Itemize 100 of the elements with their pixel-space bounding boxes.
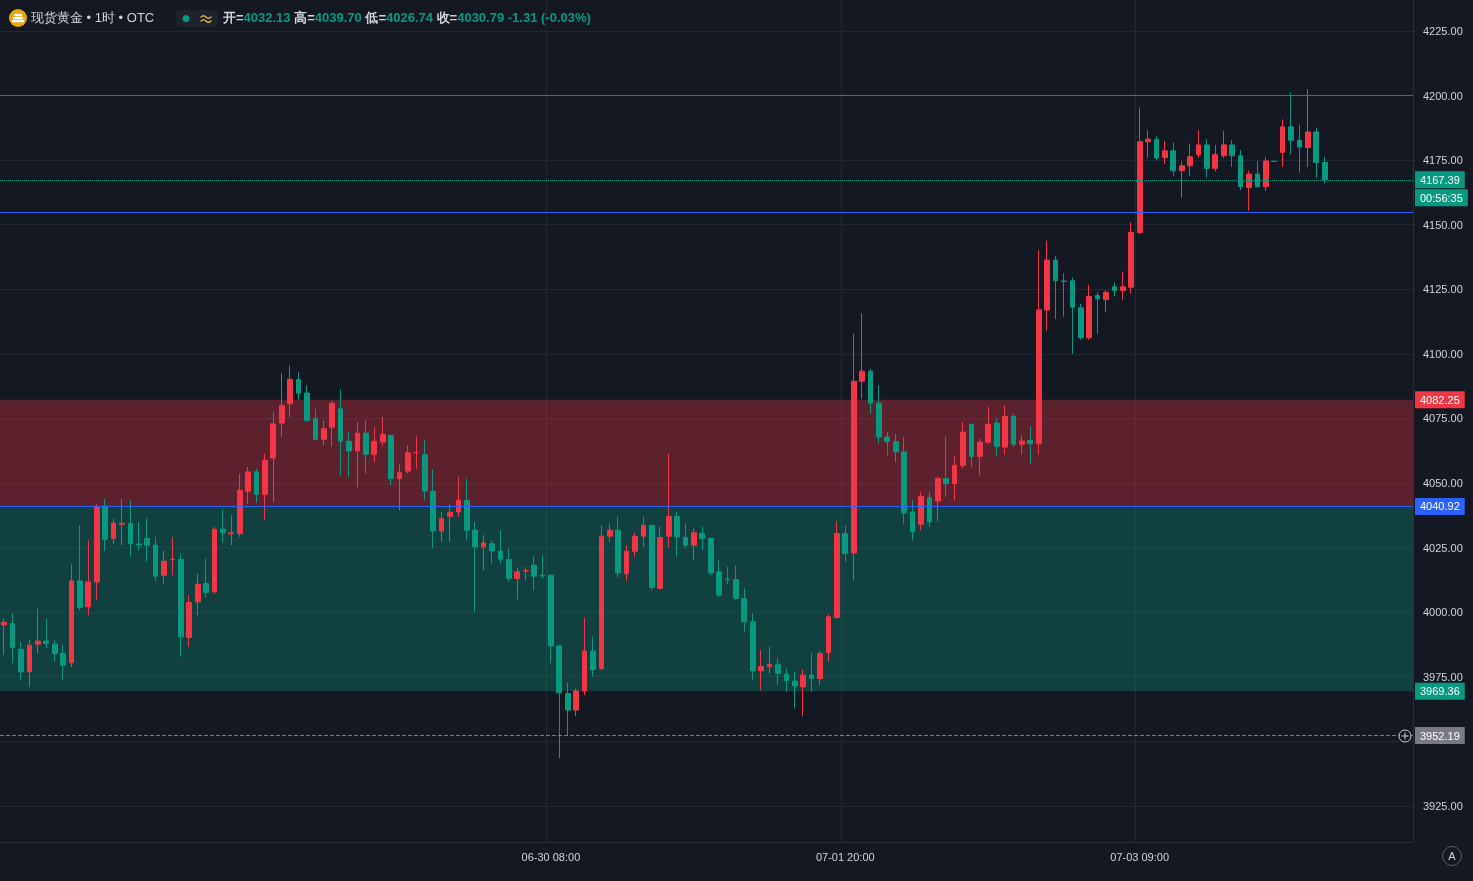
candlestick bbox=[161, 549, 167, 584]
candlestick bbox=[1078, 303, 1084, 341]
ref-line-label: 4040.92 bbox=[1420, 500, 1460, 513]
y-tick-label: 4150.00 bbox=[1423, 218, 1463, 231]
candlestick bbox=[212, 526, 217, 595]
candlestick bbox=[321, 419, 327, 446]
y-tick-label: 3975.00 bbox=[1423, 670, 1463, 683]
candlestick bbox=[1128, 221, 1134, 295]
candlestick bbox=[1221, 130, 1227, 159]
candlestick bbox=[464, 478, 470, 541]
candlestick bbox=[674, 511, 680, 558]
band-label: 3969.36 bbox=[1420, 685, 1460, 698]
candlestick bbox=[1070, 276, 1075, 355]
candlestick bbox=[842, 524, 848, 563]
candlestick bbox=[102, 498, 108, 552]
candlestick bbox=[338, 389, 343, 476]
candlestick bbox=[94, 503, 100, 601]
candlestick bbox=[800, 668, 806, 717]
candlestick bbox=[1204, 138, 1210, 178]
candlestick bbox=[1112, 281, 1117, 298]
candlestick bbox=[784, 667, 789, 693]
candlestick bbox=[952, 454, 957, 501]
candlestick bbox=[228, 514, 234, 546]
candlestick bbox=[624, 544, 629, 582]
candlestick bbox=[245, 466, 251, 505]
band-label: 4082.25 bbox=[1420, 393, 1460, 406]
candlestick bbox=[119, 498, 125, 546]
candlestick bbox=[170, 536, 175, 576]
candlestick bbox=[1288, 91, 1294, 155]
candlestick bbox=[548, 573, 554, 664]
candlestick bbox=[1019, 434, 1025, 455]
candlestick bbox=[716, 558, 722, 598]
candlestick bbox=[1305, 88, 1311, 168]
candlestick bbox=[1280, 118, 1285, 168]
y-tick-label: 4075.00 bbox=[1423, 412, 1463, 425]
candlestick bbox=[254, 468, 259, 504]
candlestick bbox=[422, 439, 428, 501]
candlestick bbox=[514, 566, 520, 600]
candlestick bbox=[456, 476, 461, 518]
candlestick bbox=[10, 612, 15, 664]
candlestick bbox=[1137, 106, 1143, 235]
x-tick-label: 07-03 09:00 bbox=[1110, 850, 1170, 863]
candlestick bbox=[481, 534, 486, 571]
candlestick bbox=[329, 400, 335, 447]
candlestick bbox=[111, 518, 116, 545]
candlestick bbox=[262, 453, 268, 521]
candlestick bbox=[775, 657, 781, 686]
candlestick bbox=[279, 372, 285, 438]
candlestick bbox=[893, 433, 899, 463]
candlestick bbox=[27, 639, 32, 688]
y-tick-label: 4175.00 bbox=[1423, 154, 1463, 167]
candlestick bbox=[77, 524, 83, 611]
candlestick bbox=[641, 516, 646, 548]
y-tick-label: 4100.00 bbox=[1423, 347, 1463, 360]
candlestick bbox=[868, 368, 873, 415]
candlestick bbox=[565, 682, 571, 737]
candlestick bbox=[884, 431, 890, 456]
candlestick bbox=[1229, 139, 1235, 168]
candlestick bbox=[304, 384, 310, 423]
y-tick-label: 4000.00 bbox=[1423, 606, 1463, 619]
candlestick bbox=[1, 618, 7, 656]
candlestick bbox=[195, 573, 201, 616]
candlestick bbox=[556, 644, 562, 759]
candlestick bbox=[1154, 135, 1159, 161]
candlestick bbox=[371, 426, 377, 463]
candlestick bbox=[498, 529, 503, 565]
candlestick bbox=[826, 613, 831, 663]
candlestick bbox=[615, 515, 621, 579]
candlestick bbox=[1313, 127, 1319, 178]
candlestick bbox=[203, 558, 209, 598]
candlestick bbox=[43, 618, 49, 650]
candlestick bbox=[1170, 142, 1176, 177]
candlestick bbox=[489, 539, 495, 565]
candlestick bbox=[1061, 272, 1067, 318]
text: 现货黄金 • 1时 • OTC bbox=[31, 10, 155, 25]
candlestick bbox=[363, 419, 369, 475]
candlestick bbox=[708, 536, 714, 576]
candlestick bbox=[725, 566, 730, 585]
candlestick bbox=[582, 617, 587, 696]
candlestick bbox=[355, 421, 360, 488]
candlestick bbox=[758, 649, 764, 691]
candlestick bbox=[531, 556, 537, 591]
candlestick bbox=[506, 548, 512, 583]
candlestick bbox=[573, 687, 579, 717]
y-tick-label: 4200.00 bbox=[1423, 89, 1463, 102]
candlestick bbox=[540, 554, 545, 580]
candlestick bbox=[1179, 160, 1185, 199]
candlestick bbox=[237, 473, 243, 538]
candlestick bbox=[809, 652, 814, 693]
candlestick bbox=[52, 639, 58, 663]
candlestick bbox=[1263, 156, 1269, 192]
candlestick bbox=[313, 408, 318, 441]
ref-line-label: 4167.39 bbox=[1420, 173, 1460, 186]
candlestick bbox=[792, 671, 798, 709]
candlestick bbox=[1145, 129, 1151, 159]
candlestick bbox=[1187, 143, 1193, 177]
candlestick bbox=[851, 333, 857, 581]
candlestick bbox=[178, 553, 184, 658]
candlestick bbox=[977, 438, 983, 476]
candlestick bbox=[1246, 170, 1252, 212]
